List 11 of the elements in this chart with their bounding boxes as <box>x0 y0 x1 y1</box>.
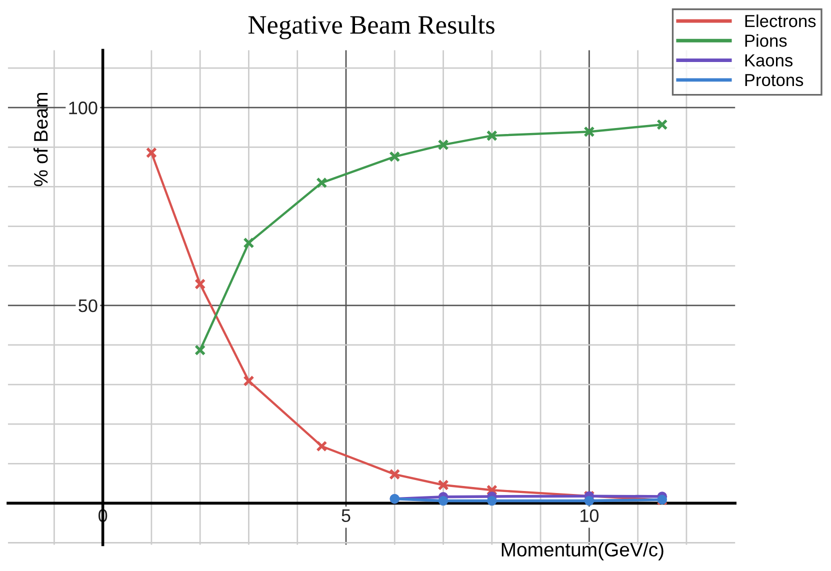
y-tick-label: 100 <box>69 102 98 114</box>
x-tick-label: 10 <box>580 509 599 522</box>
x-tick-label: 5 <box>342 509 350 522</box>
chart-title: Negative Beam Results <box>248 15 494 40</box>
legend-label: Pions <box>745 34 787 47</box>
legend-label: Kaons <box>745 54 793 67</box>
legend-label: Protons <box>745 74 804 86</box>
y-axis-title: % of Beam <box>34 92 48 186</box>
legend-label: Electrons <box>745 14 816 28</box>
y-tick-label: 50 <box>78 299 98 312</box>
x-axis-title: Momentum(GeV/c) <box>502 542 664 560</box>
